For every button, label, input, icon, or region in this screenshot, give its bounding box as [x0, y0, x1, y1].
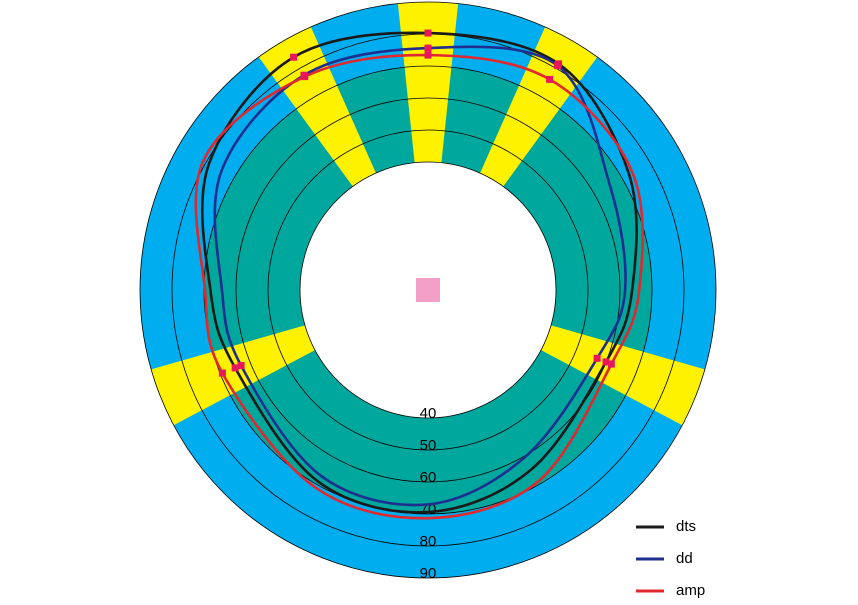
point-marker: [231, 364, 239, 372]
legend-label: dts: [676, 518, 696, 535]
point-marker: [602, 358, 610, 366]
point-marker: [424, 44, 432, 52]
center-marker: [416, 278, 440, 302]
grid-ring: [267, 129, 589, 451]
point-marker: [546, 75, 554, 83]
point-marker: [290, 53, 298, 61]
grid-ring: [139, 1, 717, 579]
sector: [397, 1, 459, 290]
r-tick-label: 80: [420, 533, 437, 550]
point-marker: [237, 362, 245, 370]
legend-label: amp: [676, 582, 705, 599]
point-marker: [593, 354, 601, 362]
series-line: [194, 53, 644, 520]
point-marker: [301, 73, 309, 81]
legend-label: dd: [676, 550, 693, 567]
legend: dts dd amp: [636, 518, 705, 599]
point-marker: [424, 29, 432, 37]
r-tick-label: 50: [420, 437, 437, 454]
point-marker: [607, 360, 615, 368]
series-lines: [194, 29, 644, 520]
grid-ring: [235, 97, 621, 483]
r-tick-label: 90: [420, 565, 437, 582]
point-marker: [218, 369, 226, 377]
r-tick-label: 60: [420, 469, 437, 486]
series-line: [213, 45, 627, 507]
r-tick-label: 40: [420, 405, 437, 422]
grid-ring: [299, 161, 557, 419]
point-marker: [554, 62, 562, 70]
series-line: [200, 31, 638, 514]
point-marker: [424, 51, 432, 59]
